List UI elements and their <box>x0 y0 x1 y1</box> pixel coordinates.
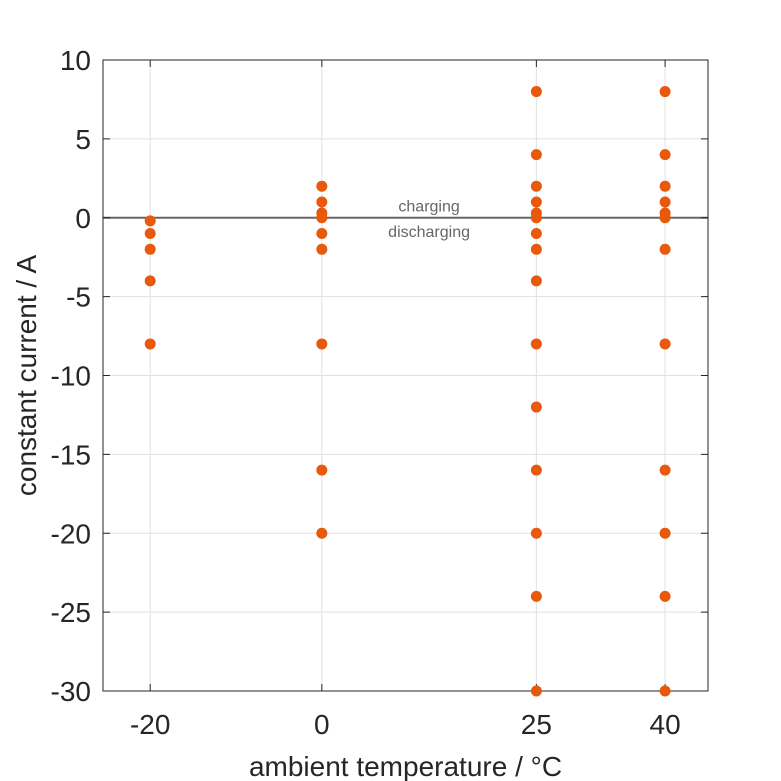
y-tick-label: -5 <box>66 282 91 313</box>
y-tick-label: -25 <box>51 597 91 628</box>
data-point <box>316 212 328 224</box>
charging-label: charging <box>398 199 459 216</box>
data-point <box>659 180 671 192</box>
data-point <box>659 590 671 602</box>
y-tick-label: 5 <box>75 124 91 155</box>
x-tick-label: -20 <box>130 709 170 740</box>
data-point <box>530 212 542 224</box>
y-tick-label: -30 <box>51 676 91 707</box>
data-point <box>530 86 542 98</box>
data-point <box>530 243 542 255</box>
data-point <box>530 464 542 476</box>
data-point <box>659 149 671 161</box>
data-points <box>144 86 671 697</box>
x-tick-label: 40 <box>650 709 681 740</box>
y-tick-labels: -30 -25 -20 -15 -10 -5 0 5 10 <box>51 45 91 707</box>
data-point <box>316 243 328 255</box>
data-point <box>530 338 542 350</box>
discharging-label: discharging <box>388 224 470 241</box>
data-point <box>530 196 542 208</box>
data-point <box>316 180 328 192</box>
data-point <box>659 243 671 255</box>
data-point <box>659 86 671 98</box>
data-point <box>316 338 328 350</box>
data-point <box>530 527 542 539</box>
data-point <box>316 196 328 208</box>
annotations: charging discharging <box>388 199 470 241</box>
data-point <box>144 215 156 227</box>
data-point <box>659 338 671 350</box>
data-point <box>144 228 156 240</box>
data-point <box>316 527 328 539</box>
data-point <box>530 228 542 240</box>
data-point <box>530 401 542 413</box>
y-tick-label: -15 <box>51 439 91 470</box>
data-point <box>530 149 542 161</box>
x-tick-label: 0 <box>314 709 330 740</box>
data-point <box>144 338 156 350</box>
data-point <box>530 590 542 602</box>
x-tick-labels: -20 0 25 40 <box>130 709 681 740</box>
data-point <box>659 527 671 539</box>
x-axis-label: ambient temperature / °C <box>249 751 562 781</box>
data-point <box>659 685 671 697</box>
data-point <box>530 685 542 697</box>
y-axis-label: constant current / A <box>11 255 42 497</box>
data-point <box>659 196 671 208</box>
data-point <box>144 243 156 255</box>
y-tick-label: 0 <box>75 203 91 234</box>
data-point <box>316 464 328 476</box>
data-point <box>316 228 328 240</box>
data-point <box>659 212 671 224</box>
data-point <box>530 180 542 192</box>
y-tick-label: -10 <box>51 361 91 392</box>
data-point <box>659 464 671 476</box>
y-tick-label: -20 <box>51 518 91 549</box>
x-tick-label: 25 <box>521 709 552 740</box>
data-point <box>144 275 156 287</box>
data-point <box>530 275 542 287</box>
y-tick-label: 10 <box>60 45 91 76</box>
